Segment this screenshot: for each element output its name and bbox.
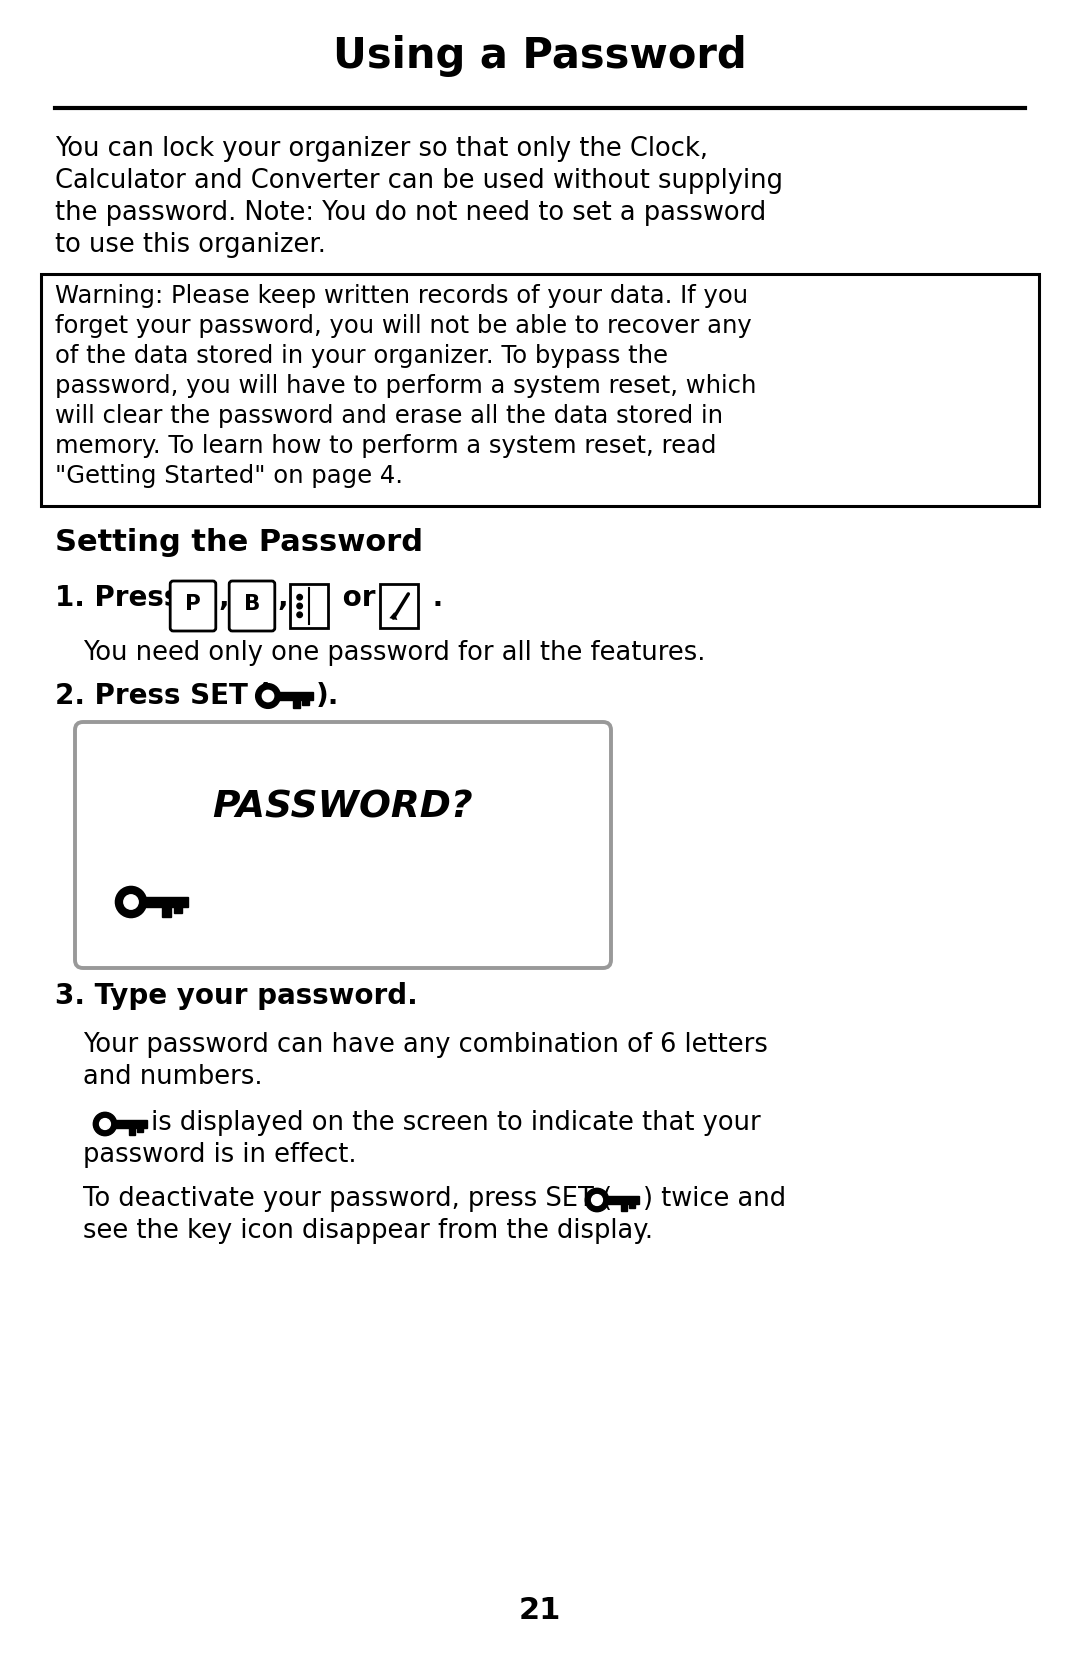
FancyBboxPatch shape — [75, 722, 611, 968]
Text: Calculator and Converter can be used without supplying: Calculator and Converter can be used wit… — [55, 168, 783, 194]
Text: .: . — [423, 584, 443, 613]
Circle shape — [297, 603, 302, 609]
Bar — [162, 908, 171, 916]
Bar — [113, 1120, 147, 1129]
Text: ).: ). — [316, 682, 339, 710]
Circle shape — [297, 613, 302, 618]
Text: memory. To learn how to perform a system reset, read: memory. To learn how to perform a system… — [55, 433, 716, 458]
FancyBboxPatch shape — [380, 584, 418, 627]
Text: Using a Password: Using a Password — [333, 35, 747, 76]
Text: and numbers.: and numbers. — [83, 1064, 262, 1091]
Text: of the data stored in your organizer. To bypass the: of the data stored in your organizer. To… — [55, 344, 669, 369]
Circle shape — [124, 895, 138, 910]
Bar — [621, 1204, 626, 1212]
Text: "Getting Started" on page 4.: "Getting Started" on page 4. — [55, 465, 403, 488]
Circle shape — [256, 684, 281, 709]
Bar — [605, 1195, 639, 1204]
Text: B: B — [244, 594, 260, 614]
Text: will clear the password and erase all the data stored in: will clear the password and erase all th… — [55, 403, 723, 428]
Bar — [630, 1204, 635, 1208]
Circle shape — [592, 1195, 603, 1205]
Circle shape — [297, 594, 302, 599]
Text: P: P — [185, 594, 201, 614]
Text: see the key icon disappear from the display.: see the key icon disappear from the disp… — [83, 1218, 653, 1243]
Bar — [141, 896, 188, 908]
Text: Warning: Please keep written records of your data. If you: Warning: Please keep written records of … — [55, 284, 748, 309]
Text: 3. Type your password.: 3. Type your password. — [55, 983, 418, 1009]
Bar — [137, 1129, 144, 1132]
Text: ) twice and: ) twice and — [643, 1185, 786, 1212]
Polygon shape — [202, 584, 213, 601]
Bar — [293, 701, 299, 707]
Text: Your password can have any combination of 6 letters: Your password can have any combination o… — [83, 1033, 768, 1057]
Circle shape — [93, 1112, 117, 1135]
Circle shape — [585, 1189, 609, 1212]
Text: Setting the Password: Setting the Password — [55, 528, 423, 558]
Polygon shape — [232, 584, 243, 601]
Circle shape — [262, 691, 273, 702]
Text: the password. Note: You do not need to set a password: the password. Note: You do not need to s… — [55, 199, 766, 226]
Text: or: or — [333, 584, 386, 613]
Bar — [276, 692, 313, 701]
Circle shape — [116, 886, 147, 918]
Bar — [129, 1129, 135, 1135]
Text: 2. Press SET (: 2. Press SET ( — [55, 682, 270, 710]
Bar — [291, 584, 327, 627]
Text: forget your password, you will not be able to recover any: forget your password, you will not be ab… — [55, 314, 752, 339]
Text: ,: , — [218, 584, 229, 613]
Text: password, you will have to perform a system reset, which: password, you will have to perform a sys… — [55, 374, 756, 398]
Circle shape — [99, 1119, 110, 1129]
Text: to use this organizer.: to use this organizer. — [55, 232, 326, 257]
FancyBboxPatch shape — [229, 581, 274, 631]
Text: To deactivate your password, press SET (: To deactivate your password, press SET ( — [83, 1185, 612, 1212]
Polygon shape — [260, 584, 272, 601]
Text: You need only one password for all the features.: You need only one password for all the f… — [83, 641, 705, 666]
Text: is displayed on the screen to indicate that your: is displayed on the screen to indicate t… — [143, 1111, 760, 1135]
Text: ,: , — [276, 584, 287, 613]
Polygon shape — [173, 584, 185, 601]
Text: PASSWORD?: PASSWORD? — [213, 790, 473, 827]
Bar — [174, 908, 183, 913]
FancyBboxPatch shape — [171, 581, 216, 631]
Text: You can lock your organizer so that only the Clock,: You can lock your organizer so that only… — [55, 136, 708, 163]
Bar — [302, 701, 309, 706]
Text: password is in effect.: password is in effect. — [83, 1142, 356, 1169]
Text: 21: 21 — [518, 1595, 562, 1625]
Text: 1. Press: 1. Press — [55, 584, 190, 613]
Polygon shape — [390, 613, 397, 621]
Bar — [41, 274, 1039, 506]
